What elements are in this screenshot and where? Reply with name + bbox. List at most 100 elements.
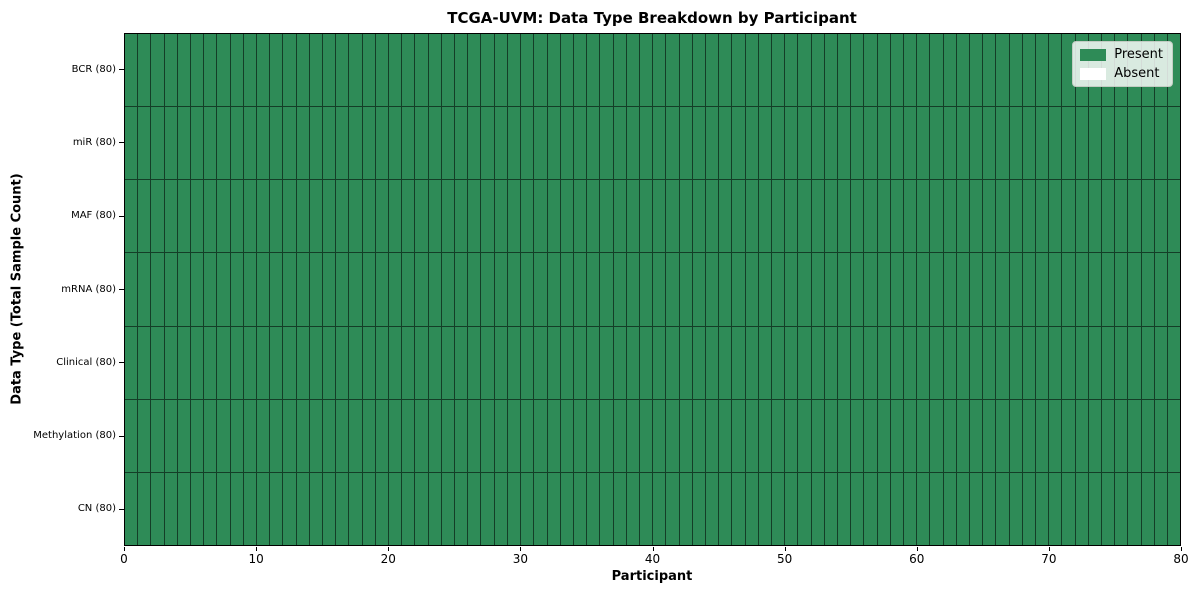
- heatmap-cell: [1128, 399, 1142, 472]
- heatmap-cell: [217, 399, 231, 472]
- heatmap-cell: [626, 472, 640, 545]
- heatmap-cell: [890, 34, 904, 107]
- heatmap-cell: [455, 180, 469, 253]
- heatmap-cell: [428, 34, 442, 107]
- y-tick-mark: [119, 142, 124, 144]
- heatmap-cell: [521, 107, 535, 180]
- heatmap-cell: [917, 253, 931, 326]
- heatmap-cell: [389, 34, 403, 107]
- heatmap-cell: [138, 253, 152, 326]
- heatmap-cell: [177, 253, 192, 326]
- heatmap-cell: [1141, 326, 1155, 399]
- heatmap-cell: [1049, 107, 1063, 180]
- heatmap-cell: [1102, 399, 1116, 472]
- heatmap-cell: [956, 107, 970, 180]
- heatmap-cell: [811, 253, 825, 326]
- heatmap-cell: [811, 180, 825, 253]
- heatmap-cell: [547, 472, 561, 545]
- heatmap-cell: [560, 326, 574, 399]
- heatmap-cell: [930, 472, 944, 545]
- y-tick-label: miR (80): [72, 136, 116, 148]
- heatmap-cell: [824, 253, 838, 326]
- heatmap-cell: [1168, 472, 1181, 545]
- heatmap-cell: [837, 34, 852, 107]
- heatmap-cell: [639, 180, 654, 253]
- heatmap-cell: [587, 34, 601, 107]
- heatmap-cell: [851, 472, 865, 545]
- heatmap-cell: [362, 107, 376, 180]
- heatmap-cell: [1141, 180, 1155, 253]
- legend-entry: Absent: [1080, 66, 1163, 81]
- heatmap-cell: [375, 472, 390, 545]
- heatmap-cell: [230, 107, 244, 180]
- heatmap-cell: [191, 253, 205, 326]
- heatmap-cell: [956, 180, 970, 253]
- x-tick-mark: [256, 547, 258, 551]
- heatmap-cell: [217, 472, 231, 545]
- heatmap-cell: [930, 34, 944, 107]
- heatmap-cell: [402, 253, 416, 326]
- heatmap-cell: [970, 399, 984, 472]
- heatmap-cell: [1075, 326, 1089, 399]
- heatmap-cell: [1062, 399, 1076, 472]
- heatmap-row: [125, 34, 1181, 108]
- heatmap-cell: [507, 253, 522, 326]
- heatmap-cell: [719, 180, 733, 253]
- heatmap-cell: [613, 253, 627, 326]
- heatmap-cell: [270, 180, 284, 253]
- heatmap-cell: [1062, 107, 1076, 180]
- heatmap-cell: [917, 399, 931, 472]
- heatmap-cell: [1049, 180, 1063, 253]
- heatmap-cell: [903, 326, 918, 399]
- heatmap-cell: [666, 107, 680, 180]
- x-tick-label: 80: [1173, 552, 1189, 566]
- heatmap-cell: [811, 326, 825, 399]
- heatmap-cell: [573, 326, 588, 399]
- heatmap-cell: [296, 253, 310, 326]
- legend-entry: Present: [1080, 47, 1163, 62]
- heatmap-cell: [230, 472, 244, 545]
- y-tick-label: MAF (80): [71, 210, 116, 222]
- heatmap-cell: [415, 180, 429, 253]
- legend-swatch-icon: [1080, 48, 1107, 61]
- heatmap-cell: [362, 180, 376, 253]
- heatmap-cell: [785, 34, 799, 107]
- heatmap-cell: [758, 34, 772, 107]
- heatmap-cell: [573, 472, 588, 545]
- heatmap-cell: [1128, 253, 1142, 326]
- heatmap-cell: [415, 107, 429, 180]
- heatmap-cell: [191, 326, 205, 399]
- heatmap-cell: [1049, 472, 1063, 545]
- heatmap-row: [125, 326, 1181, 400]
- heatmap-cell: [996, 107, 1010, 180]
- heatmap-cell: [257, 253, 271, 326]
- heatmap-cell: [837, 326, 852, 399]
- legend-swatch-icon: [1080, 67, 1107, 80]
- heatmap-cell: [1102, 253, 1116, 326]
- heatmap-cell: [732, 34, 746, 107]
- heatmap-cell: [600, 107, 614, 180]
- heatmap-cell: [758, 180, 772, 253]
- heatmap-cell: [943, 34, 957, 107]
- heatmap-cell: [983, 399, 997, 472]
- heatmap-cell: [389, 399, 403, 472]
- heatmap-cell: [666, 472, 680, 545]
- heatmap-cell: [1049, 34, 1063, 107]
- heatmap-cell: [573, 34, 588, 107]
- heatmap-cell: [798, 180, 812, 253]
- heatmap-cell: [983, 326, 997, 399]
- heatmap-cell: [837, 399, 852, 472]
- heatmap-cell: [1049, 399, 1063, 472]
- heatmap-cell: [521, 180, 535, 253]
- heatmap-cell: [494, 253, 508, 326]
- heatmap-cell: [1088, 107, 1103, 180]
- x-tick-label: 60: [909, 552, 925, 566]
- heatmap-cell: [270, 34, 284, 107]
- heatmap-cell: [745, 472, 759, 545]
- heatmap-cell: [151, 34, 165, 107]
- heatmap-cell: [785, 180, 799, 253]
- heatmap-cell: [613, 180, 627, 253]
- heatmap-cell: [587, 253, 601, 326]
- heatmap-cell: [547, 399, 561, 472]
- heatmap-cell: [204, 399, 218, 472]
